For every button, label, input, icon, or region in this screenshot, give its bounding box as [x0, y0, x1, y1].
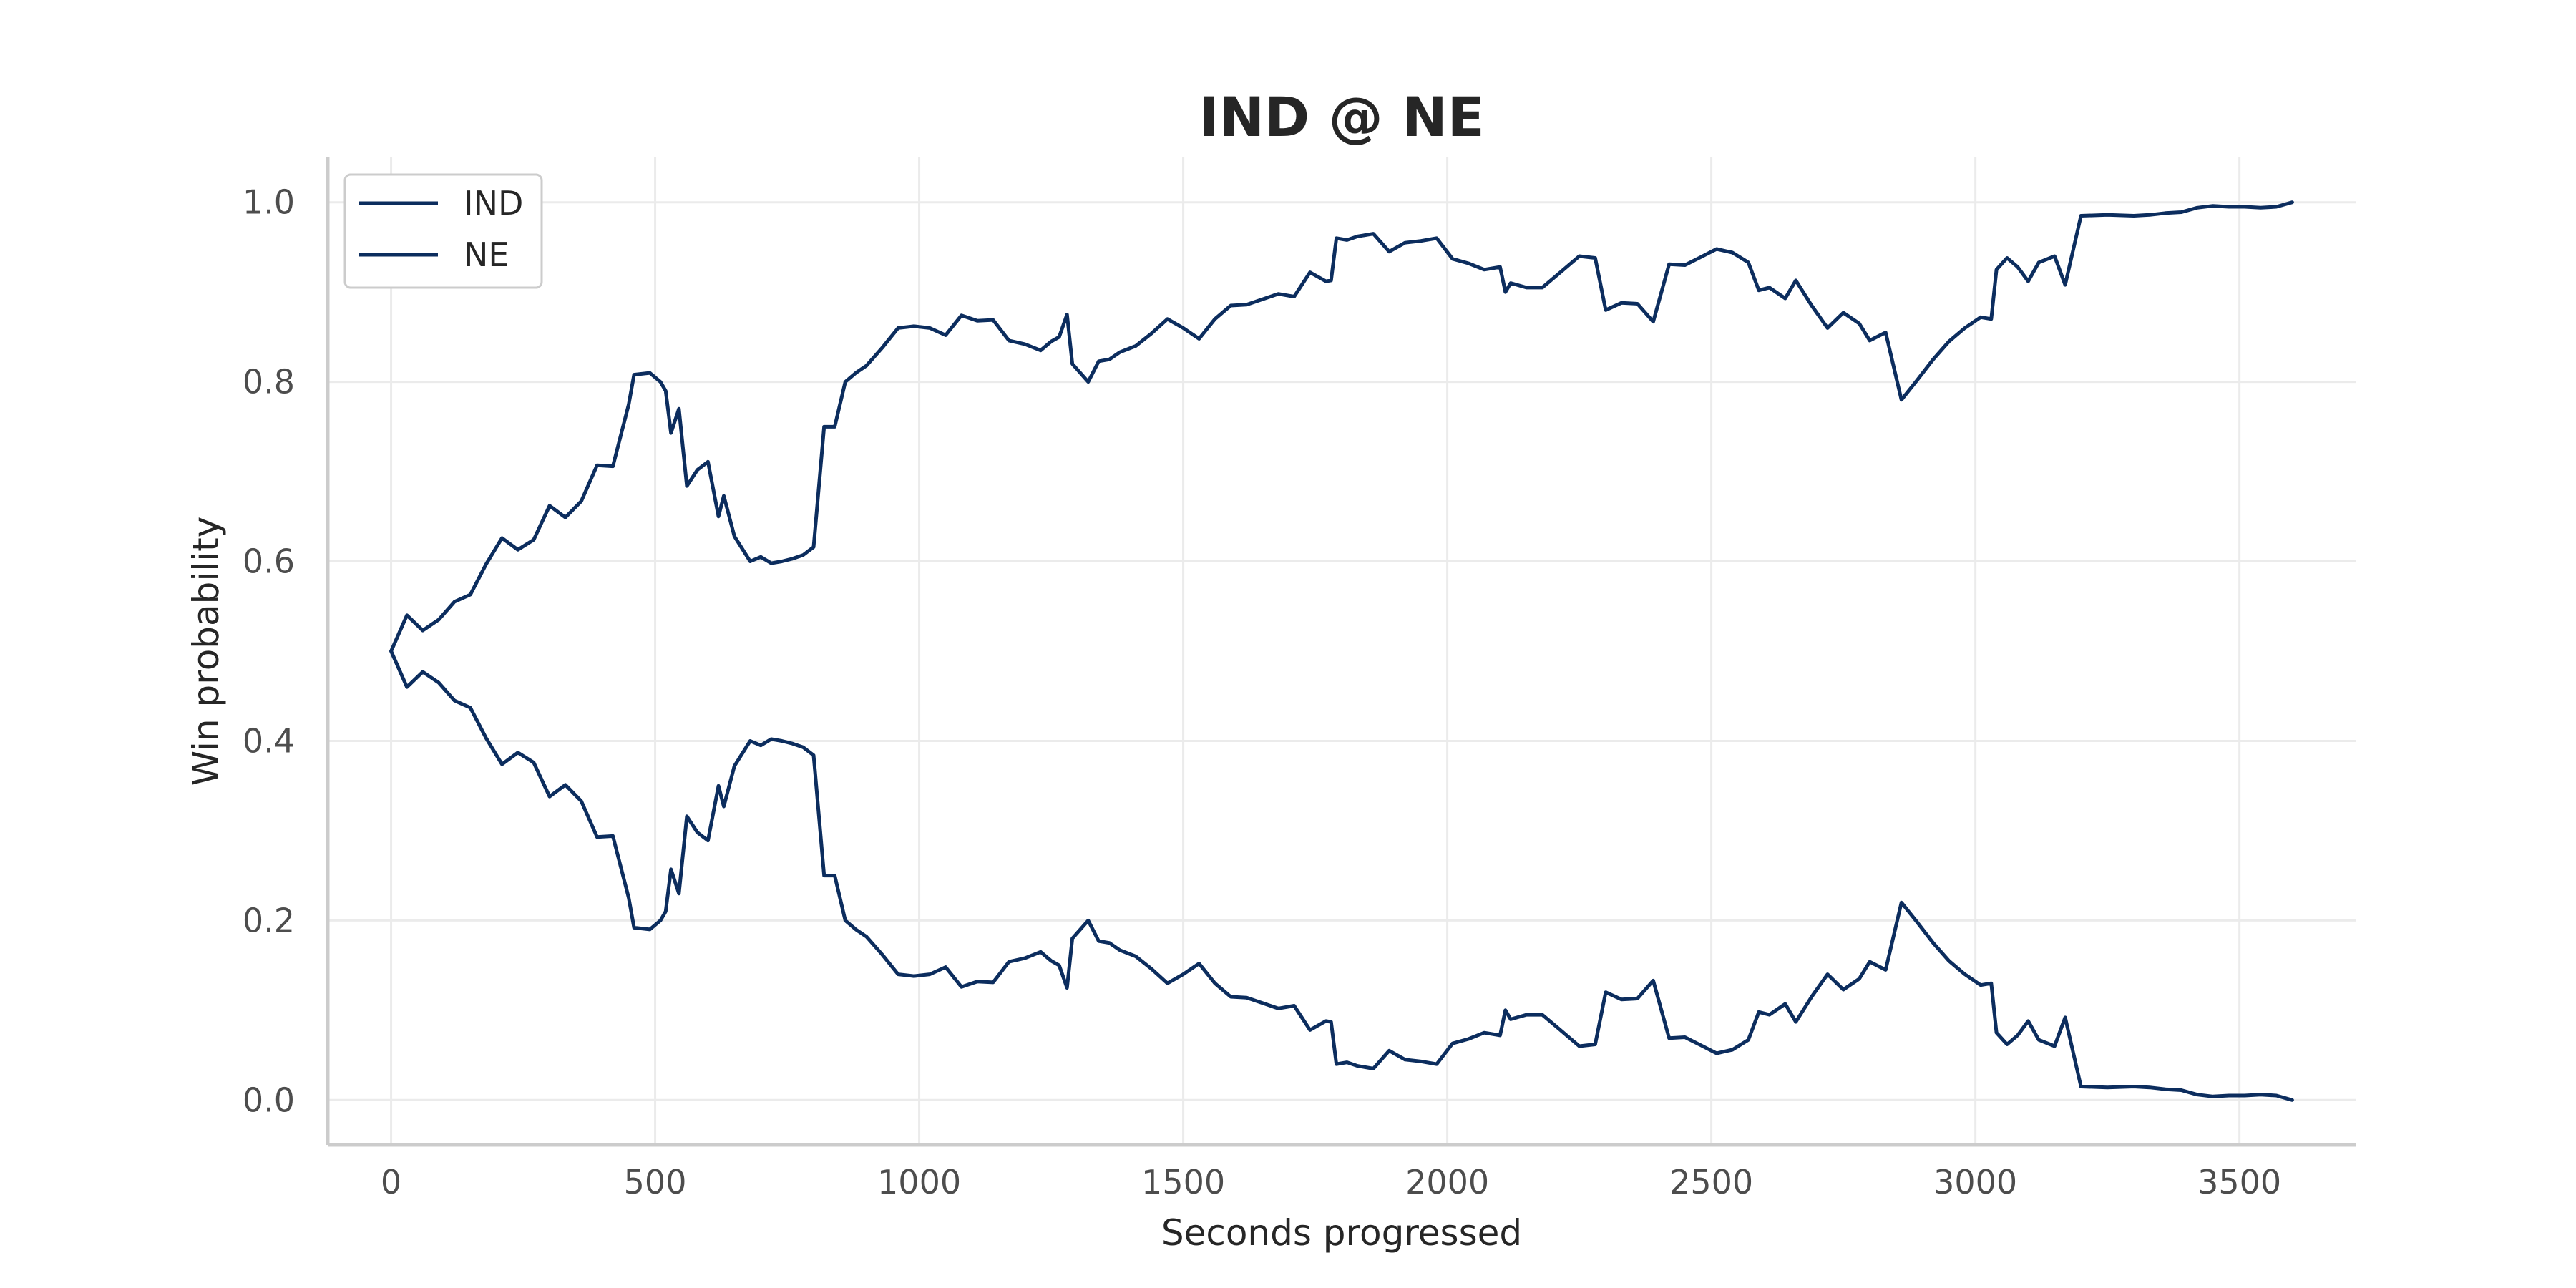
x-tick-label: 2000	[1405, 1163, 1489, 1201]
x-tick-labels: 0 500 1000 1500 2000 2500 3000 3500	[381, 1163, 2281, 1201]
x-axis-label: Seconds progressed	[1161, 1212, 1522, 1254]
series-lines	[389, 200, 2294, 1102]
legend-label-ne: NE	[464, 235, 509, 274]
grid	[328, 157, 2356, 1145]
axes	[326, 157, 2356, 1147]
y-tick-label: 0.8	[243, 363, 295, 401]
x-tick-label: 3000	[1933, 1163, 2017, 1201]
y-tick-label: 0.2	[243, 901, 295, 940]
series-line-ne	[389, 200, 2294, 653]
x-tick-label: 2500	[1669, 1163, 1753, 1201]
series-line-ind	[389, 649, 2294, 1102]
x-tick-label: 500	[624, 1163, 687, 1201]
legend: IND NE	[343, 173, 543, 289]
y-tick-label: 0.6	[243, 542, 295, 581]
x-tick-label: 1500	[1141, 1163, 1225, 1201]
chart-title: IND @ NE	[1199, 85, 1484, 149]
x-tick-label: 0	[381, 1163, 401, 1201]
y-axis-label: Win probability	[185, 517, 227, 786]
y-tick-label: 1.0	[243, 183, 295, 222]
y-tick-labels: 0.0 0.2 0.4 0.6 0.8 1.0	[243, 183, 295, 1120]
y-tick-label: 0.4	[243, 721, 295, 760]
x-tick-label: 3500	[2197, 1163, 2281, 1201]
y-tick-label: 0.0	[243, 1080, 295, 1119]
x-tick-label: 1000	[877, 1163, 961, 1201]
legend-label-ind: IND	[464, 184, 523, 223]
